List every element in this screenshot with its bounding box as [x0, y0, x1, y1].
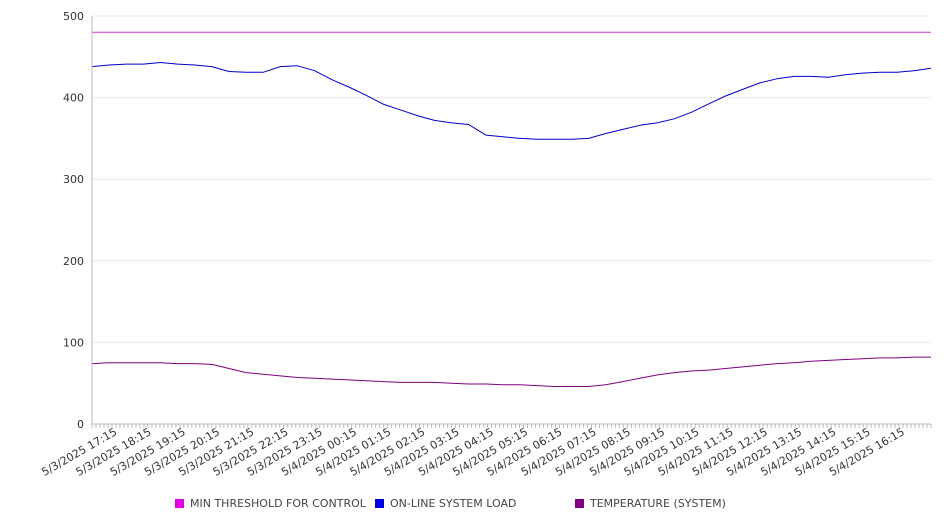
y-tick-label-400: 400: [63, 92, 84, 105]
legend-swatch-temperature: [575, 499, 584, 508]
legend-swatch-system-load: [375, 499, 384, 508]
legend: MIN THRESHOLD FOR CONTROL ON-LINE SYSTEM…: [0, 497, 946, 515]
y-tick-label-0: 0: [77, 418, 84, 431]
legend-item-temperature[interactable]: TEMPERATURE (SYSTEM): [575, 497, 726, 510]
y-tick-label-500: 500: [63, 10, 84, 23]
legend-label-temperature: TEMPERATURE (SYSTEM): [590, 497, 726, 510]
legend-label-min-threshold: MIN THRESHOLD FOR CONTROL: [190, 497, 366, 510]
legend-label-system-load: ON-LINE SYSTEM LOAD: [390, 497, 517, 510]
y-axis-ticks: 0 100 200 300 400 500: [63, 10, 84, 431]
line-system-load: [91, 62, 932, 140]
y-tick-label-200: 200: [63, 255, 84, 268]
legend-item-system-load[interactable]: ON-LINE SYSTEM LOAD: [375, 497, 516, 510]
legend-swatch-min-threshold: [175, 499, 184, 508]
y-tick-label-100: 100: [63, 336, 84, 349]
y-tick-label-300: 300: [63, 173, 84, 186]
legend-item-min-threshold[interactable]: MIN THRESHOLD FOR CONTROL: [175, 497, 366, 510]
x-axis-ticks: 5/3/2025 17:155/3/2025 18:155/3/2025 19:…: [39, 424, 932, 479]
series-lines: [91, 31, 932, 387]
line-temperature: [91, 356, 931, 387]
grid-lines: [92, 15, 931, 343]
